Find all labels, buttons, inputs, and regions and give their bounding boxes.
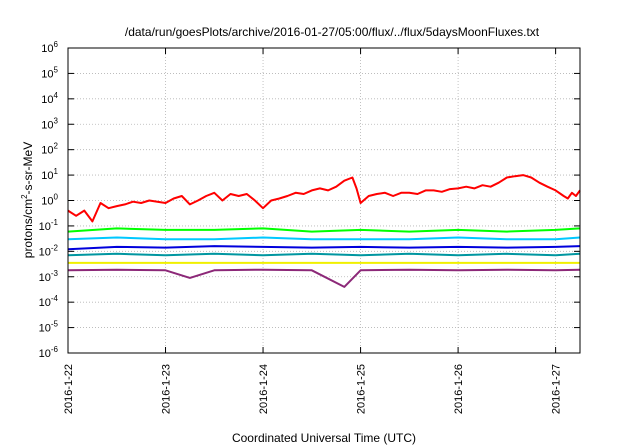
ticks (67, 47, 580, 354)
series-line-3 (67, 236, 581, 241)
series-line-4 (67, 245, 581, 251)
grid (67, 47, 580, 354)
series-line-7 (67, 268, 581, 288)
y-tick-label-exponent: 3 (54, 116, 59, 125)
y-tick-label-base: 10 (41, 196, 53, 208)
y-tick-label-exponent: 1 (54, 167, 59, 176)
y-tick-label: 10-5 (39, 320, 59, 335)
series-line-2 (67, 227, 581, 233)
x-tick-label: 2016-1-24 (258, 364, 270, 414)
y-tick-label-base: 10 (39, 272, 51, 284)
x-tick-label: 2016-1-22 (63, 364, 75, 414)
x-tick-label: 2016-1-26 (453, 364, 465, 414)
y-tick-label: 100 (41, 193, 58, 208)
y-tick-label-base: 10 (39, 221, 51, 233)
x-tick-label: 2016-1-23 (161, 364, 173, 414)
y-tick-label: 10-2 (39, 243, 59, 258)
series-line-5 (67, 252, 581, 257)
y-tick-label-base: 10 (41, 119, 53, 131)
y-tick-label-base: 10 (39, 323, 51, 335)
y-tick-label: 102 (41, 142, 58, 157)
y-tick-label-exponent: -4 (51, 294, 59, 303)
y-axis-label: protons/cm2-s-sr-MeV (20, 142, 35, 258)
y-axis-label-suffix: -s-sr-MeV (21, 142, 35, 195)
y-tick-label-exponent: 2 (54, 142, 59, 151)
y-tick-label-base: 10 (41, 145, 53, 157)
y-tick-label-base: 10 (41, 94, 53, 106)
y-tick-label-base: 10 (39, 348, 51, 360)
chart-title: /data/run/goesPlots/archive/2016-01-27/0… (125, 25, 540, 39)
x-tick-label: 2016-1-27 (551, 364, 563, 414)
y-tick-label: 10-6 (39, 345, 59, 360)
y-tick-label: 105 (41, 65, 58, 80)
y-tick-label: 103 (41, 116, 58, 131)
y-tick-label-exponent: 6 (54, 40, 59, 49)
y-tick-labels: 10-610-510-410-310-210-11001011021031041… (39, 40, 59, 360)
y-tick-label-base: 10 (39, 297, 51, 309)
y-tick-label-base: 10 (41, 43, 53, 55)
y-tick-label-base: 10 (39, 246, 51, 258)
y-axis-label-prefix: protons/cm (21, 199, 35, 258)
y-tick-label-exponent: 0 (54, 193, 59, 202)
series-layer (67, 174, 581, 288)
y-tick-label-base: 10 (41, 68, 53, 80)
y-tick-label: 106 (41, 40, 58, 55)
y-tick-label: 101 (41, 167, 58, 182)
y-tick-label-exponent: -5 (51, 320, 59, 329)
y-tick-label: 10-1 (39, 218, 59, 233)
y-tick-label: 10-3 (39, 269, 59, 284)
y-tick-label-exponent: 4 (54, 91, 59, 100)
y-tick-label-exponent: -2 (51, 243, 59, 252)
x-tick-label: 2016-1-25 (356, 364, 368, 414)
y-tick-label-exponent: 5 (54, 65, 59, 74)
y-tick-label: 10-4 (39, 294, 59, 309)
y-tick-label-exponent: -3 (51, 269, 59, 278)
y-tick-label-exponent: -1 (51, 218, 59, 227)
y-axis-label-superscript: 2 (20, 194, 29, 199)
x-tick-labels: 2016-1-22 2016-1-23 2016-1-24 2016-1-25 2016… (63, 364, 563, 414)
y-tick-label: 104 (41, 91, 58, 106)
x-axis-label: Coordinated Universal Time (UTC) (232, 431, 416, 445)
series-line-1 (67, 174, 581, 223)
y-tick-label-exponent: -6 (51, 345, 59, 354)
y-tick-label-base: 10 (41, 170, 53, 182)
